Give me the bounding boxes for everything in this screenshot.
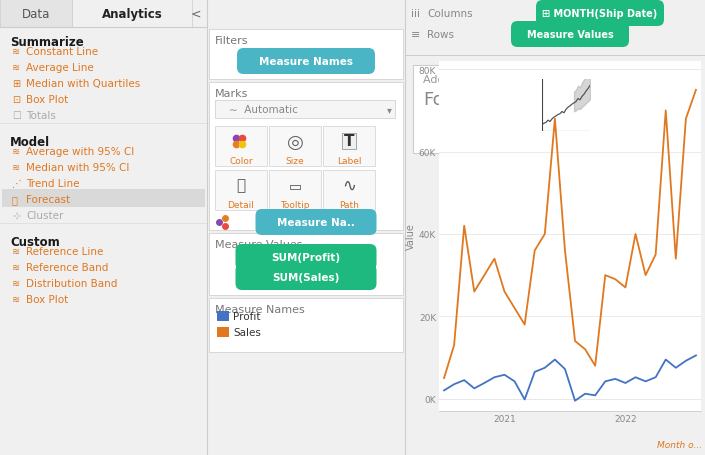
Text: Filters: Filters [215, 36, 248, 46]
FancyBboxPatch shape [0, 0, 72, 28]
Text: Median with Quartiles: Median with Quartiles [26, 79, 140, 89]
Text: ⊞: ⊞ [12, 79, 20, 89]
FancyBboxPatch shape [342, 134, 356, 150]
FancyBboxPatch shape [511, 22, 629, 48]
FancyBboxPatch shape [217, 311, 229, 321]
Text: Average Line: Average Line [26, 63, 94, 73]
FancyBboxPatch shape [535, 72, 597, 148]
Text: Detail: Detail [228, 200, 255, 209]
FancyBboxPatch shape [2, 190, 205, 207]
FancyBboxPatch shape [413, 66, 603, 154]
Text: ▭: ▭ [288, 179, 302, 192]
Text: Rows: Rows [427, 30, 454, 40]
Text: Totals: Totals [26, 111, 56, 121]
Text: Constant Line: Constant Line [26, 47, 98, 57]
FancyBboxPatch shape [405, 0, 705, 56]
Text: Columns: Columns [427, 9, 472, 19]
Text: ≋: ≋ [12, 278, 20, 288]
Text: Color: Color [229, 156, 253, 165]
Text: ▾: ▾ [386, 105, 391, 115]
Text: Tooltip: Tooltip [281, 200, 309, 209]
Text: Path: Path [339, 200, 359, 209]
FancyBboxPatch shape [72, 0, 192, 28]
FancyBboxPatch shape [323, 127, 375, 167]
FancyBboxPatch shape [269, 127, 321, 167]
Text: ∿: ∿ [342, 177, 356, 195]
FancyBboxPatch shape [323, 171, 375, 211]
Text: SUM(Sales): SUM(Sales) [272, 273, 340, 283]
Text: ≋: ≋ [12, 63, 20, 73]
Text: Model: Model [10, 136, 50, 149]
Text: Box Plot: Box Plot [26, 294, 68, 304]
FancyBboxPatch shape [407, 58, 705, 433]
Text: Analytics: Analytics [102, 7, 162, 20]
FancyBboxPatch shape [207, 0, 405, 455]
FancyBboxPatch shape [540, 78, 592, 134]
Text: <: < [191, 7, 201, 20]
Text: Size: Size [286, 156, 305, 165]
Text: Marks: Marks [215, 89, 248, 99]
Text: Measure Values: Measure Values [215, 239, 302, 249]
Y-axis label: Value: Value [406, 223, 416, 250]
Text: ⛶: ⛶ [236, 178, 245, 193]
Text: Measure Na..: Measure Na.. [277, 217, 355, 228]
Text: iii: iii [411, 9, 420, 19]
FancyBboxPatch shape [536, 1, 664, 27]
Text: ≋: ≋ [12, 147, 20, 157]
Text: Add a: Add a [423, 75, 455, 85]
Text: Forecast: Forecast [544, 136, 588, 146]
FancyBboxPatch shape [235, 264, 376, 290]
Text: Month o...: Month o... [657, 440, 702, 449]
Text: Distribution Band: Distribution Band [26, 278, 117, 288]
Text: Forecast: Forecast [423, 91, 499, 109]
Text: ≡: ≡ [411, 30, 420, 40]
Text: ⊡: ⊡ [12, 95, 20, 105]
Text: ☐: ☐ [12, 111, 20, 121]
Text: Forecast: Forecast [26, 195, 70, 205]
Text: ≋: ≋ [12, 162, 20, 172]
Text: ◎: ◎ [286, 132, 303, 151]
Text: Profit: Profit [233, 311, 261, 321]
Text: Custom: Custom [10, 236, 60, 248]
Text: Sales: Sales [233, 327, 261, 337]
Text: T: T [344, 134, 354, 149]
Text: ⊹: ⊹ [12, 211, 20, 221]
Text: Measure Names: Measure Names [259, 57, 353, 67]
Text: ≋: ≋ [12, 47, 20, 57]
Text: Median with 95% CI: Median with 95% CI [26, 162, 130, 172]
FancyBboxPatch shape [215, 127, 267, 167]
FancyBboxPatch shape [0, 0, 207, 455]
Text: Average with 95% CI: Average with 95% CI [26, 147, 134, 157]
Text: ∼  Automatic: ∼ Automatic [229, 105, 298, 115]
Text: ⤴: ⤴ [12, 195, 18, 205]
FancyBboxPatch shape [269, 171, 321, 211]
FancyBboxPatch shape [235, 244, 376, 270]
Text: ⊞ MONTH(Ship Date): ⊞ MONTH(Ship Date) [542, 9, 658, 19]
FancyBboxPatch shape [215, 101, 395, 119]
FancyBboxPatch shape [209, 30, 403, 80]
Text: Box Plot: Box Plot [26, 95, 68, 105]
Text: Summarize: Summarize [10, 36, 84, 49]
FancyBboxPatch shape [217, 327, 229, 337]
Text: Cluster: Cluster [26, 211, 63, 221]
Text: Label: Label [337, 156, 361, 165]
Text: ≋: ≋ [12, 247, 20, 257]
FancyBboxPatch shape [215, 171, 267, 211]
Text: Reference Line: Reference Line [26, 247, 104, 257]
FancyBboxPatch shape [209, 83, 403, 231]
Text: Reference Band: Reference Band [26, 263, 109, 273]
Text: ⋰: ⋰ [12, 179, 22, 188]
Text: Data: Data [22, 7, 50, 20]
Text: SUM(Profit): SUM(Profit) [271, 253, 341, 263]
FancyBboxPatch shape [255, 210, 376, 236]
Text: ≋: ≋ [12, 263, 20, 273]
Text: Measure Values: Measure Values [527, 30, 613, 40]
FancyBboxPatch shape [209, 298, 403, 352]
FancyBboxPatch shape [237, 49, 375, 75]
Text: ≋: ≋ [12, 294, 20, 304]
Text: Measure Names: Measure Names [215, 304, 305, 314]
Text: Trend Line: Trend Line [26, 179, 80, 188]
FancyBboxPatch shape [405, 0, 705, 455]
FancyBboxPatch shape [209, 233, 403, 295]
